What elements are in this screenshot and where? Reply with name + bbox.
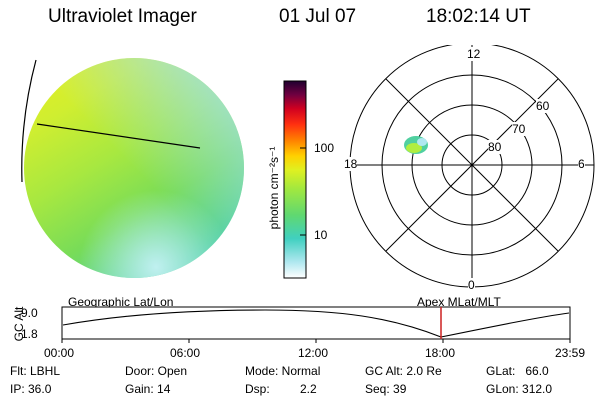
timeline-right-label: Apex MLat/MLT bbox=[417, 295, 501, 309]
timeline-tick-1800: 18:00 bbox=[425, 346, 456, 360]
timeline-ymax: 9.0 bbox=[21, 306, 38, 320]
polar-label-12: 12 bbox=[466, 47, 482, 61]
orbit-altitude-curve bbox=[62, 309, 570, 338]
polar-plot bbox=[349, 45, 595, 288]
status-gcalt: GC Alt: 2.0 Re bbox=[365, 364, 442, 378]
timeline-tick-1200: 12:00 bbox=[298, 346, 329, 360]
limb-arc bbox=[21, 59, 37, 183]
colorbar-tick-10: 10 bbox=[314, 228, 328, 242]
timeline-ymin: 1.8 bbox=[21, 327, 38, 341]
polar-label-60: 60 bbox=[536, 99, 550, 113]
polar-label-80: 80 bbox=[488, 140, 502, 154]
polar-diag-2 bbox=[385, 78, 559, 252]
polar-label-6: 6 bbox=[578, 157, 585, 171]
colorbar-unit-label: photon cm⁻²s⁻¹ bbox=[267, 146, 281, 230]
aurora-patch bbox=[404, 136, 428, 154]
status-seq: Seq: 39 bbox=[365, 382, 407, 396]
polar-label-70: 70 bbox=[512, 122, 526, 136]
timeline-tick-2359: 23:59 bbox=[555, 346, 586, 360]
timeline-left-label: Geographic Lat/Lon bbox=[68, 295, 174, 309]
status-door: Door: Open bbox=[125, 364, 188, 378]
polar-label-18: 18 bbox=[344, 157, 358, 171]
status-mode: Mode: Normal bbox=[245, 364, 321, 378]
instrument-title: Ultraviolet Imager bbox=[48, 6, 197, 27]
status-gain: Gain: 14 bbox=[125, 382, 171, 396]
date-label: 01 Jul 07 bbox=[279, 6, 357, 27]
polar-label-0: 0 bbox=[468, 278, 475, 292]
colorbar bbox=[283, 80, 307, 279]
disk-bottom-glow bbox=[24, 58, 244, 278]
status-flt: Flt: LBHL bbox=[10, 364, 61, 378]
time-label: 18:02:14 UT bbox=[426, 6, 531, 27]
status-glon: GLon: 312.0 bbox=[486, 382, 553, 396]
status-dsp-label: Dsp: bbox=[245, 382, 270, 396]
orbit-timeline bbox=[61, 306, 571, 343]
terminator-line bbox=[36, 123, 201, 149]
colorbar-tick-100: 100 bbox=[314, 141, 335, 155]
status-glat: GLat: 66.0 bbox=[486, 364, 549, 378]
status-dsp-value: 2.2 bbox=[300, 382, 317, 396]
timeline-tick-0000: 00:00 bbox=[44, 346, 75, 360]
timeline-tick-0600: 06:00 bbox=[170, 346, 201, 360]
status-ip: IP: 36.0 bbox=[10, 382, 52, 396]
